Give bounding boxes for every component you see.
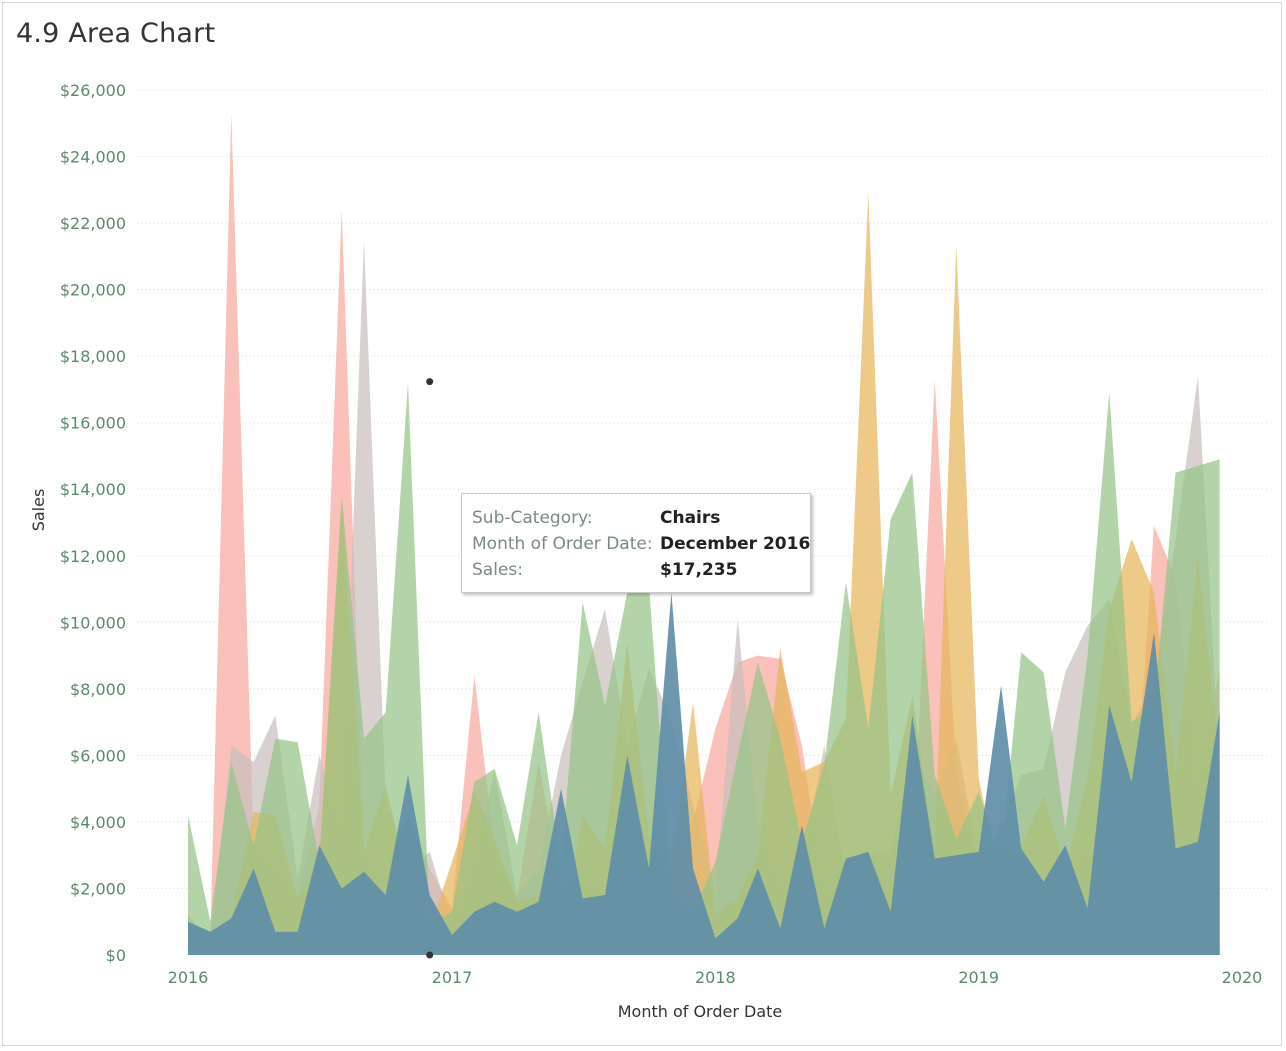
tooltip-key: Sub-Category: [472, 508, 593, 528]
highlight-marks [426, 378, 434, 959]
tooltip-key: Sales: [472, 560, 523, 580]
highlight-point [426, 378, 434, 386]
y-tick-label: $20,000 [60, 281, 126, 300]
y-tick-label: $16,000 [60, 414, 126, 433]
y-tick-label: $12,000 [60, 547, 126, 566]
x-tick-label: 2016 [168, 968, 209, 987]
x-tick-label: 2019 [958, 968, 999, 987]
tooltip-value: $17,235 [660, 560, 738, 580]
y-tick-label: $0 [106, 946, 126, 965]
y-axis-title: Sales [29, 489, 48, 532]
area-series-2[interactable] [188, 193, 1220, 956]
y-tick-label: $14,000 [60, 480, 126, 499]
x-tick-label: 2020 [1222, 968, 1263, 987]
tooltip-value: Chairs [660, 508, 721, 528]
tooltip-key: Month of Order Date: [472, 534, 653, 554]
y-tick-label: $6,000 [70, 746, 126, 765]
y-tick-label: $8,000 [70, 680, 126, 699]
x-axis-title: Month of Order Date [618, 1002, 783, 1021]
y-tick-label: $26,000 [60, 81, 126, 100]
y-tick-label: $18,000 [60, 347, 126, 366]
tooltip-value: December 2016 [660, 534, 811, 554]
area-series [188, 113, 1220, 956]
y-tick-label: $2,000 [70, 879, 126, 898]
tooltip-row-sales: Sales: $17,235 [472, 558, 737, 582]
tooltip: Sub-Category: Chairs Month of Order Date… [461, 493, 811, 593]
y-axis-ticks: $0 $2,000 $4,000 $6,000 $8,000 $10,000 $12,000… [60, 81, 126, 965]
tooltip-row-month: Month of Order Date: December 2016 [472, 532, 810, 556]
y-tick-label: $10,000 [60, 613, 126, 632]
y-tick-label: $24,000 [60, 148, 126, 167]
y-tick-label: $4,000 [70, 813, 126, 832]
x-axis-ticks: 2016 2017 2018 2019 2020 [168, 968, 1263, 987]
highlight-baseline-point [426, 951, 434, 959]
tooltip-row-subcategory: Sub-Category: Chairs [472, 506, 720, 530]
x-tick-label: 2018 [695, 968, 736, 987]
x-tick-label: 2017 [432, 968, 473, 987]
chart-title: 4.9 Area Chart [16, 18, 216, 49]
y-tick-label: $22,000 [60, 214, 126, 233]
area-series-4[interactable] [188, 592, 1220, 955]
